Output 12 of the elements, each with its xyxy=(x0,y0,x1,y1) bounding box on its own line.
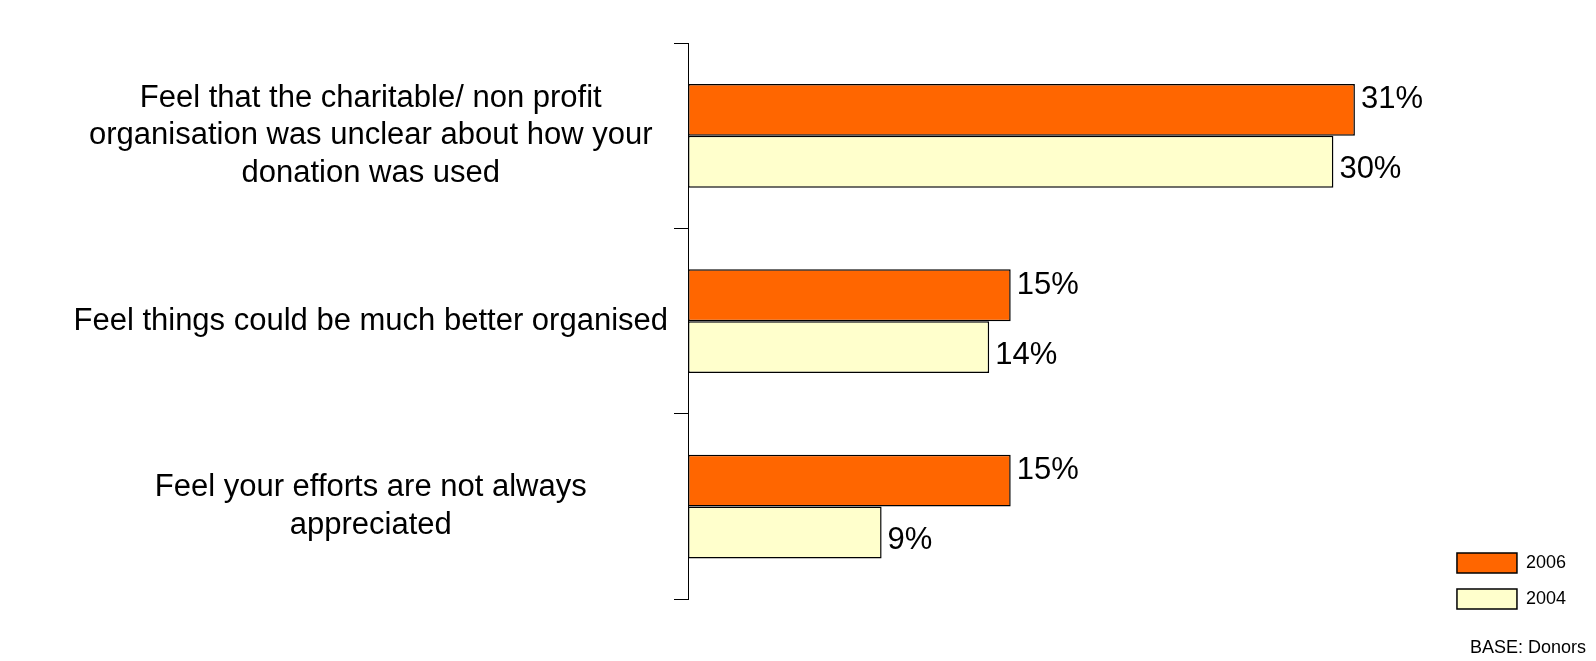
data-label: 15% xyxy=(1016,265,1079,301)
text: BASE: Donors xyxy=(1469,636,1586,657)
data-label: 9% xyxy=(887,521,933,557)
legend-label: 2004 xyxy=(1525,587,1566,608)
y-tick-label: Feel that the charitable/ non profit organisation was unclear about how your donation was used xyxy=(88,79,653,189)
data-label: 14% xyxy=(995,335,1058,371)
y-tick-label: Feel your efforts are not always appreciated xyxy=(154,468,587,541)
data-label: 30% xyxy=(1339,150,1402,186)
legend-label: 2006 xyxy=(1525,551,1566,572)
y-tick-label: Feel things could be much better organised xyxy=(73,301,668,337)
data-label: 31% xyxy=(1360,80,1423,116)
data-label: 15% xyxy=(1016,451,1079,487)
